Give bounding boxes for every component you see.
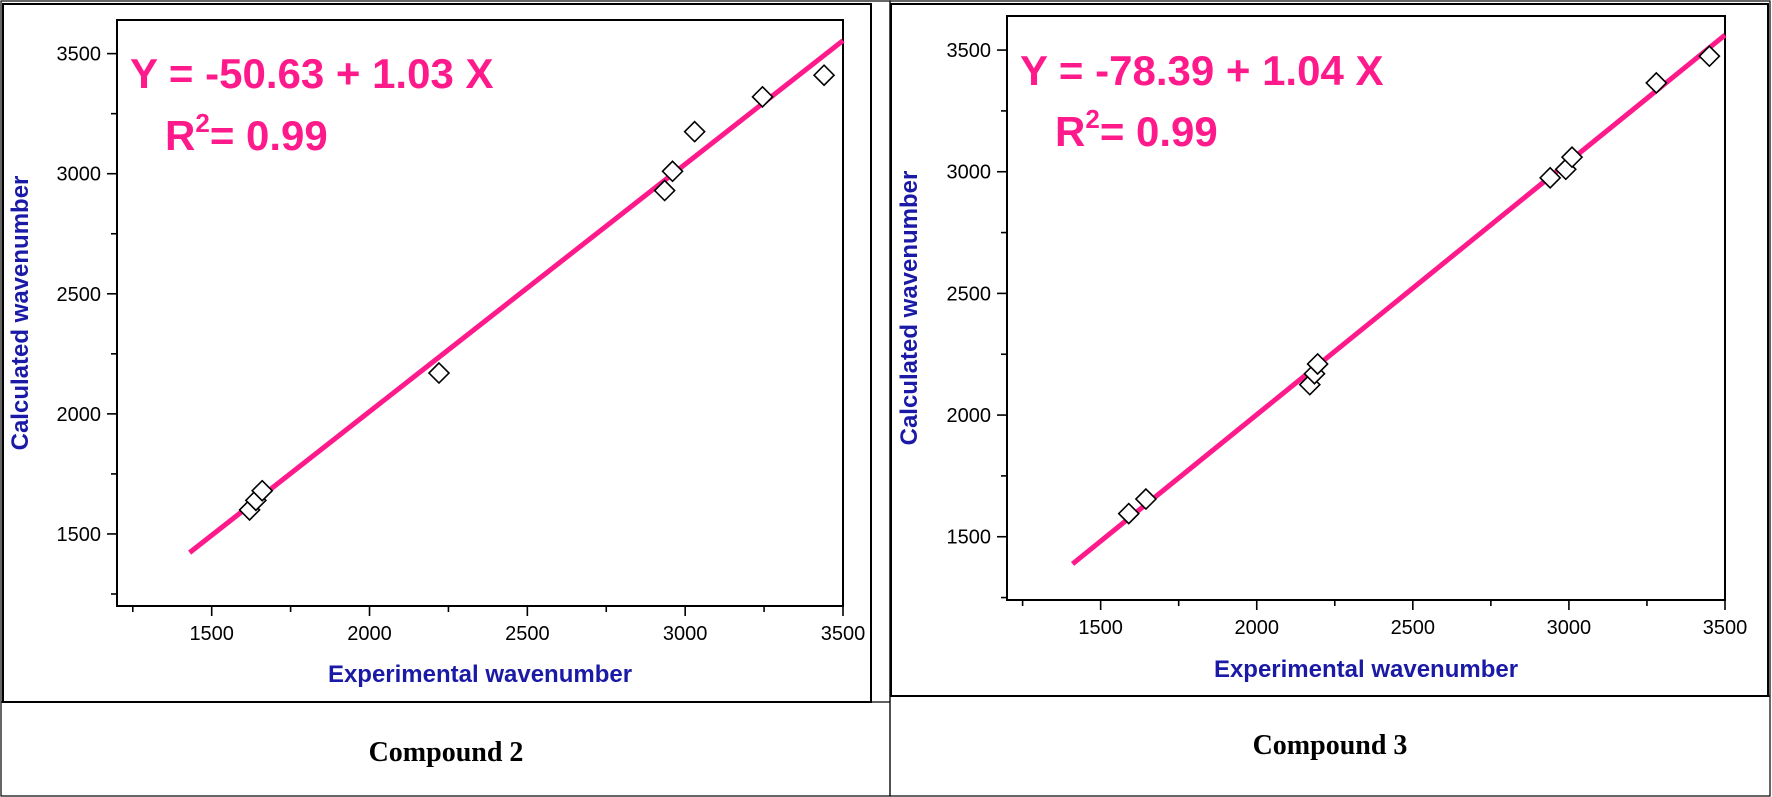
x-tick-label: 3000 <box>1547 617 1592 639</box>
regression-line <box>1070 33 1727 566</box>
data-point <box>661 160 684 183</box>
x-tick-label: 2500 <box>505 623 550 645</box>
r-squared-label: R2= 0.99 <box>1055 104 1218 155</box>
x-tick-label: 1500 <box>189 623 234 645</box>
x-axis-title: Experimental wavenumber <box>1214 656 1518 683</box>
data-point <box>1539 166 1562 189</box>
x-tick-label: 1500 <box>1078 617 1123 639</box>
y-tick-label: 3500 <box>57 44 102 66</box>
y-tick-label: 3500 <box>947 40 992 62</box>
y-tick-label: 2500 <box>57 284 102 306</box>
data-point <box>1698 45 1721 68</box>
plot-frame <box>2 3 872 703</box>
y-axis-title: Calculated wavenumber <box>896 171 923 446</box>
regression-line <box>188 38 845 555</box>
x-tick-label: 3000 <box>663 623 708 645</box>
plot-area <box>1006 15 1726 601</box>
regression-equation: Y = -78.39 + 1.04 X <box>1020 47 1384 94</box>
data-point <box>751 85 774 108</box>
data-point <box>1117 502 1140 525</box>
plot-area <box>116 19 844 607</box>
panel-compound-3: 1500 2000 2500 3000 3500 1500 2000 2500 3000 3500… <box>890 3 1770 761</box>
y-tick-label: 2000 <box>57 404 102 426</box>
x-axis-title: Experimental wavenumber <box>328 661 632 688</box>
x-tick-label: 3500 <box>821 623 866 645</box>
y-tick-label: 1500 <box>57 524 102 546</box>
x-tick-label: 2000 <box>347 623 392 645</box>
y-axis-title: Calculated wavenumber <box>7 176 34 451</box>
y-tick-label: 3000 <box>947 162 992 184</box>
x-tick-label: 3500 <box>1703 617 1748 639</box>
data-point <box>427 361 451 385</box>
data-point <box>1645 71 1668 95</box>
x-tick-label: 2500 <box>1391 617 1436 639</box>
data-point <box>1134 487 1158 511</box>
y-tick-label: 1500 <box>947 527 992 549</box>
chart-caption: Compound 3 <box>1253 730 1408 761</box>
data-point <box>251 479 274 502</box>
panel-compound-2: 1500 2000 2500 3000 3500 1500 2000 2500 3000 3500… <box>1 3 890 768</box>
data-point <box>1560 146 1584 169</box>
chart-caption: Compound 2 <box>369 737 524 768</box>
y-tick-label: 3000 <box>57 164 102 186</box>
y-tick-label: 2000 <box>947 405 992 427</box>
y-tick-label: 2500 <box>947 283 992 305</box>
data-point <box>812 64 836 87</box>
chart-compound-2: 1500 2000 2500 3000 3500 1500 2000 2500 3000 3500… <box>7 19 866 688</box>
chart-compound-3: 1500 2000 2500 3000 3500 1500 2000 2500 3000 3500… <box>896 15 1748 683</box>
data-point <box>683 120 706 143</box>
regression-equation: Y = -50.63 + 1.03 X <box>130 50 494 97</box>
data-point <box>653 179 676 202</box>
r-squared-label: R2= 0.99 <box>165 108 328 159</box>
data-point <box>1306 352 1329 376</box>
x-tick-label: 2000 <box>1234 617 1279 639</box>
